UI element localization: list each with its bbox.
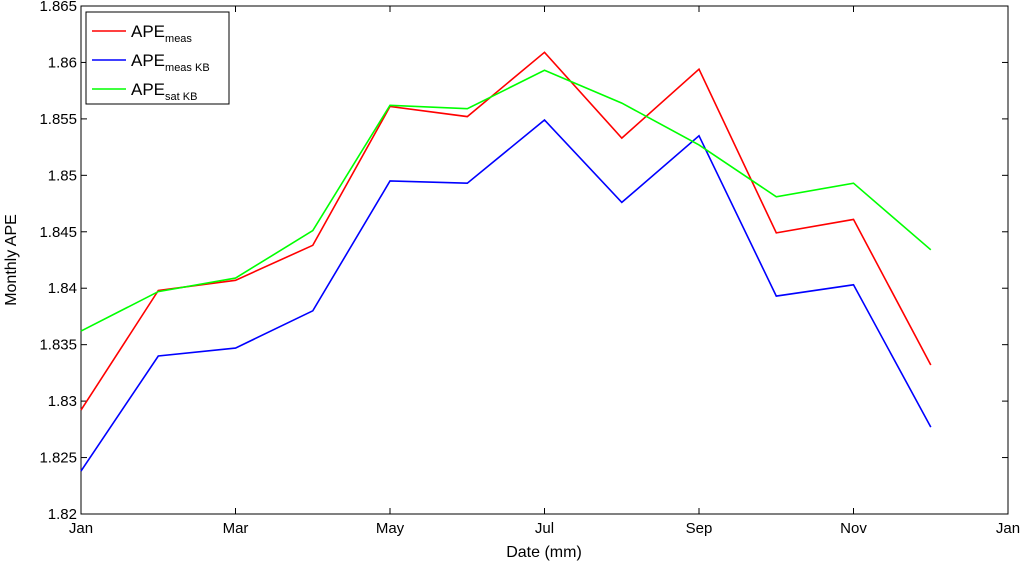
legend-label-2: APEsat KB (131, 80, 197, 103)
y-tick-label: 1.84 (48, 280, 77, 297)
y-tick-label: 1.835 (39, 337, 77, 354)
y-tick-label: 1.83 (48, 393, 77, 410)
x-axis-title: Date (mm) (506, 544, 582, 561)
legend-label-1: APEmeas KB (131, 51, 210, 74)
legend-label-subscript: meas KB (165, 62, 210, 74)
y-tick-label: 1.865 (39, 0, 77, 15)
y-tick-label: 1.855 (39, 111, 77, 128)
legend-label-0: APEmeas (131, 22, 192, 45)
x-tick-label: Jul (535, 520, 554, 537)
x-tick-label: Mar (223, 520, 249, 537)
y-tick-label: 1.82 (48, 506, 77, 523)
y-axis: 1.82 1.825 1.83 1.835 1.84 1.845 1.85 1.855 1.86… (39, 0, 1008, 523)
legend-label-subscript: meas (165, 33, 192, 45)
x-tick-label: Jan (69, 520, 93, 537)
x-tick-label: Jan (996, 520, 1020, 537)
x-axis: Jan Mar May Jul Sep Nov Jan (69, 6, 1020, 537)
y-axis-title: Monthly APE (3, 214, 20, 306)
series-line-2 (80, 69, 932, 332)
legend-label-main: APE (131, 22, 165, 41)
plot-area (80, 5, 1009, 515)
y-tick-label: 1.825 (39, 450, 77, 467)
legend-label-subscript: sat KB (165, 91, 197, 103)
y-tick-label: 1.86 (48, 54, 77, 71)
y-tick-label: 1.85 (48, 167, 77, 184)
y-tick-label: 1.845 (39, 224, 77, 241)
x-tick-label: Sep (686, 520, 713, 537)
legend-label-main: APE (131, 51, 165, 70)
x-tick-label: May (376, 520, 405, 537)
legend-label-main: APE (131, 80, 165, 99)
x-tick-label: Nov (840, 520, 867, 537)
series-line-0 (80, 51, 932, 411)
series-lines (80, 51, 932, 472)
series-line-1 (80, 118, 932, 472)
